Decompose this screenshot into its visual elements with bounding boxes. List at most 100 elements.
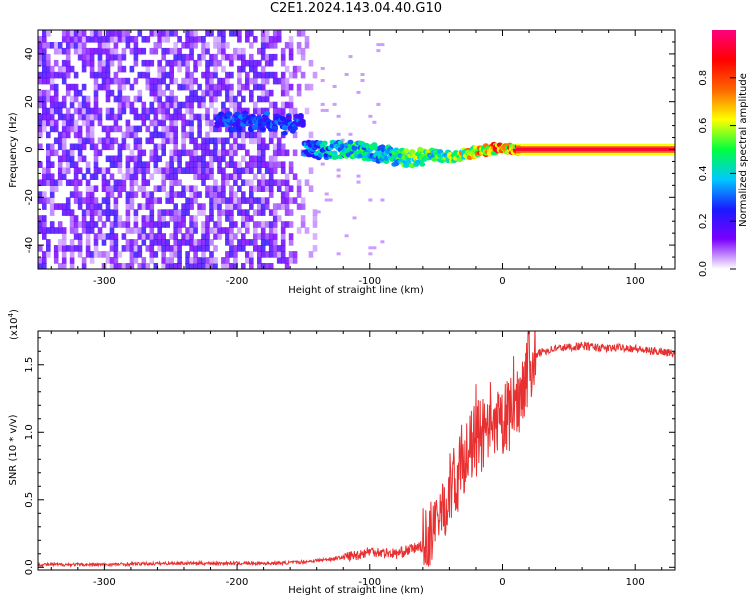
- spectrogram-blob: [230, 126, 237, 132]
- spectrogram-cell: [73, 107, 79, 115]
- spectrogram-cell: [113, 113, 119, 121]
- spectrogram-cell: [69, 179, 75, 186]
- spectrogram-blob: [291, 125, 298, 131]
- spectrogram-cell: [217, 83, 222, 91]
- top-y-axis-title: Frequency (Hz): [8, 112, 19, 188]
- spectrogram-cell: [260, 203, 266, 210]
- spectrogram-cell: [229, 185, 234, 192]
- spectrogram-cell: [189, 101, 194, 109]
- spectrogram-cell: [260, 65, 266, 73]
- spectrogram-cell: [221, 107, 226, 115]
- spectrogram-cell: [229, 149, 234, 157]
- spectrogram-cell: [253, 65, 258, 73]
- spectrogram-cell: [241, 263, 246, 269]
- spectrogram-cell: [141, 215, 147, 222]
- spectrogram-cell: [181, 113, 186, 121]
- spectrogram-cell: [125, 263, 131, 269]
- spectrogram-cell: [197, 125, 202, 133]
- spectrogram-cell: [113, 137, 119, 145]
- spectrogram-cell: [121, 263, 127, 269]
- spectrogram-cell: [245, 179, 250, 186]
- spectrogram-cell: [149, 245, 155, 252]
- spectrogram-cell: [73, 131, 79, 139]
- spectrogram-cell: [145, 125, 151, 133]
- spectrogram-cell: [117, 53, 123, 61]
- spectrogram-cell: [101, 239, 107, 246]
- spectrogram-cell: [81, 143, 87, 151]
- spectrogram-cell: [221, 83, 226, 91]
- spectrogram-cell: [117, 179, 123, 186]
- spectrogram-cell: [260, 221, 266, 228]
- spectrogram-cell: [61, 173, 67, 180]
- spectrogram-cell: [201, 89, 206, 97]
- spectrogram-cell: [42, 191, 47, 198]
- spectrogram-cell: [85, 167, 91, 174]
- spectrogram-cell: [229, 263, 234, 269]
- spectrogram-cell: [117, 30, 123, 37]
- spectrogram-cell: [284, 263, 290, 269]
- spectrogram-cell: [376, 49, 381, 53]
- spectrogram-cell: [93, 245, 99, 252]
- spectrogram-cell: [109, 89, 115, 97]
- spectrogram-cell: [121, 137, 127, 145]
- spectrogram-cell: [213, 83, 218, 91]
- spectrogram-cell: [237, 107, 242, 115]
- spectrogram-cell: [264, 30, 270, 37]
- spectrogram-cell: [185, 53, 190, 61]
- y-scale-factor: (x104): [7, 309, 20, 340]
- spectrogram-cell: [276, 215, 282, 222]
- spectrogram-cell: [276, 36, 282, 43]
- spectrogram-cell: [169, 101, 174, 109]
- spectrogram-cell: [245, 239, 250, 246]
- spectrogram-cell: [46, 42, 51, 49]
- spectrogram-cell: [117, 65, 123, 73]
- spectrogram-cell: [336, 174, 341, 178]
- spectrogram-cell: [133, 53, 139, 61]
- spectrogram-cell: [205, 245, 210, 252]
- spectrogram-cell: [161, 107, 166, 115]
- spectrogram-cell: [113, 47, 119, 55]
- spectrogram-cell: [280, 77, 286, 85]
- spectrogram-cell: [312, 215, 318, 222]
- spectrogram-cell: [249, 42, 254, 49]
- spectrogram-cell: [125, 203, 131, 210]
- spectrogram-cell: [308, 251, 314, 258]
- spectrogram-cell: [193, 185, 198, 192]
- spectrogram-cell: [177, 179, 182, 186]
- spectrogram-cell: [205, 137, 210, 145]
- spectrogram-cell: [272, 36, 278, 43]
- spectrogram-cell: [89, 221, 95, 228]
- spectrogram-cell: [217, 227, 222, 234]
- spectrogram-cell: [237, 185, 242, 192]
- spectrogram-cell: [181, 83, 186, 91]
- spectrogram-cell: [85, 179, 91, 186]
- spectrogram-cell: [233, 137, 238, 145]
- spectrogram-cell: [153, 119, 159, 127]
- spectrogram-cell: [113, 251, 119, 258]
- spectrogram-cell: [97, 65, 103, 73]
- spectrogram-cell: [125, 191, 131, 198]
- spectrogram-cell: [233, 131, 238, 139]
- spectrogram-cell: [268, 233, 274, 240]
- spectrogram-cell: [205, 167, 210, 174]
- spectrogram-cell: [189, 149, 194, 157]
- spectrogram-blob: [271, 125, 278, 131]
- spectrogram-cell: [65, 245, 71, 252]
- spectrogram-cell: [109, 263, 115, 269]
- tone-band: [515, 153, 675, 156]
- spectrogram-cell: [189, 221, 194, 228]
- spectrogram-cell: [121, 36, 127, 43]
- spectrogram-cell: [169, 95, 174, 103]
- colorbar-gradient: [712, 30, 736, 269]
- spectrogram-cell: [89, 107, 95, 115]
- spectrogram-cell: [85, 185, 91, 192]
- spectrogram-cell: [141, 149, 147, 157]
- spectrogram-cell: [93, 203, 99, 210]
- spectrogram-cell: [125, 239, 131, 246]
- spectrogram-cell: [38, 125, 43, 133]
- spectrogram-cell: [137, 251, 143, 258]
- spectrogram-cell: [57, 143, 63, 151]
- spectrogram-cell: [201, 101, 206, 109]
- spectrogram-blob: [419, 161, 426, 167]
- spectrogram-cell: [177, 245, 182, 252]
